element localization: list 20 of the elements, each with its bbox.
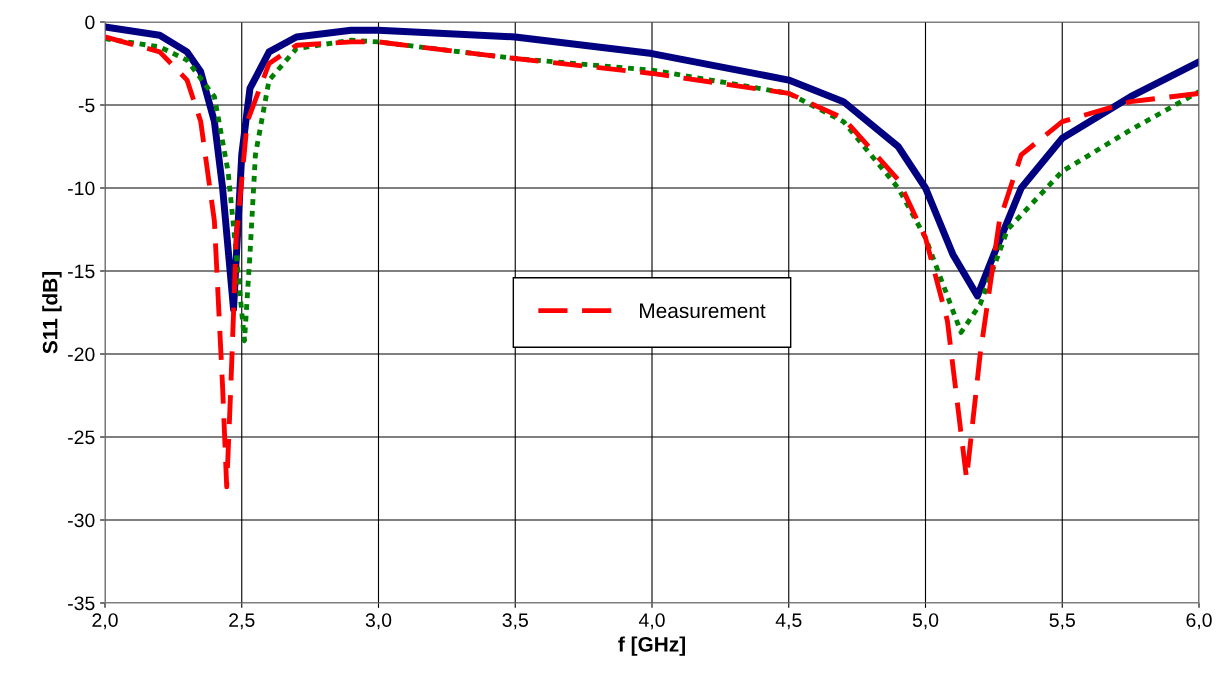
x-tick-label: 3,0: [365, 613, 392, 630]
y-axis-title: S11 [dB]: [42, 271, 62, 354]
legend-label: Measurement: [640, 303, 766, 319]
y-tick-label: -30: [68, 513, 95, 528]
x-axis-title: f [GHz]: [618, 636, 685, 656]
x-tick-label: 5,0: [912, 613, 939, 630]
x-tick-label: 2,0: [92, 613, 118, 630]
x-tick-label: 4,5: [775, 613, 802, 630]
x-tick-label: 4,0: [638, 613, 665, 630]
y-tick-label: -25: [68, 430, 95, 445]
y-tick-label: -5: [78, 98, 95, 113]
x-tick-label: 3,5: [502, 613, 528, 630]
x-tick-label: 6,0: [1186, 613, 1212, 630]
y-tick-label: -15: [68, 264, 95, 279]
x-tick-label: 5,5: [1049, 613, 1075, 630]
y-tick-label: -20: [68, 347, 95, 362]
y-tick-label: 0: [85, 15, 95, 30]
y-tick-label: -10: [68, 181, 95, 196]
y-tick-label: -35: [68, 596, 95, 611]
x-tick-label: 2,5: [229, 613, 255, 630]
